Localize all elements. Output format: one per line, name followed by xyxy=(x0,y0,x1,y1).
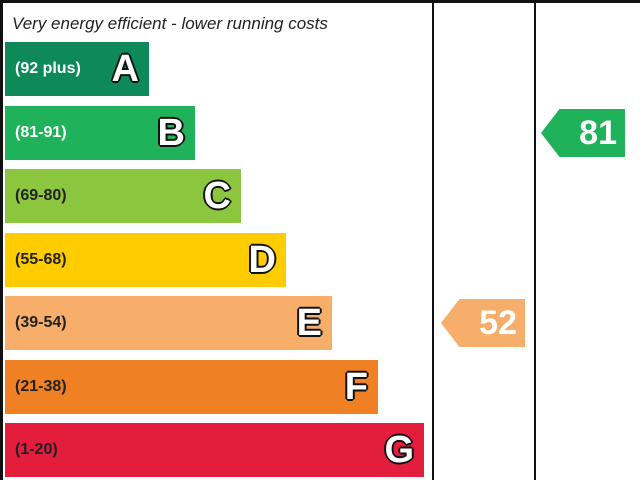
band-range-label: (21-38) xyxy=(15,378,67,395)
left-border xyxy=(0,0,3,480)
band-f: (21-38) F xyxy=(5,360,378,414)
current-column-divider xyxy=(432,0,434,480)
band-e: (39-54) E xyxy=(5,296,332,350)
band-range-label: (92 plus) xyxy=(15,60,81,77)
band-g: (1-20) G xyxy=(5,423,424,477)
band-range-label: (39-54) xyxy=(15,314,67,331)
top-border xyxy=(0,0,640,3)
potential-column-divider xyxy=(534,0,536,480)
band-range-label: (1-20) xyxy=(15,441,58,458)
band-letter-label: D xyxy=(248,239,276,281)
band-range-label: (69-80) xyxy=(15,187,67,204)
band-d: (55-68) D xyxy=(5,233,286,287)
band-letter-label: C xyxy=(203,175,231,217)
potential-rating-value: 81 xyxy=(579,113,617,152)
band-b: (81-91) B xyxy=(5,106,195,160)
band-letter-label: A xyxy=(111,48,139,90)
band-letter-label: G xyxy=(384,429,414,471)
band-a: (92 plus) A xyxy=(5,42,149,96)
band-range-label: (55-68) xyxy=(15,251,67,268)
potential-rating-arrow: 81 xyxy=(541,109,625,157)
chart-title: Very energy efficient - lower running co… xyxy=(12,14,328,33)
current-rating-value: 52 xyxy=(479,303,517,342)
band-c: (69-80) C xyxy=(5,169,241,223)
band-range-label: (81-91) xyxy=(15,124,67,141)
current-rating-arrow: 52 xyxy=(441,299,525,347)
band-letter-label: E xyxy=(296,302,322,344)
band-letter-label: F xyxy=(344,366,368,408)
band-letter-label: B xyxy=(157,112,185,154)
